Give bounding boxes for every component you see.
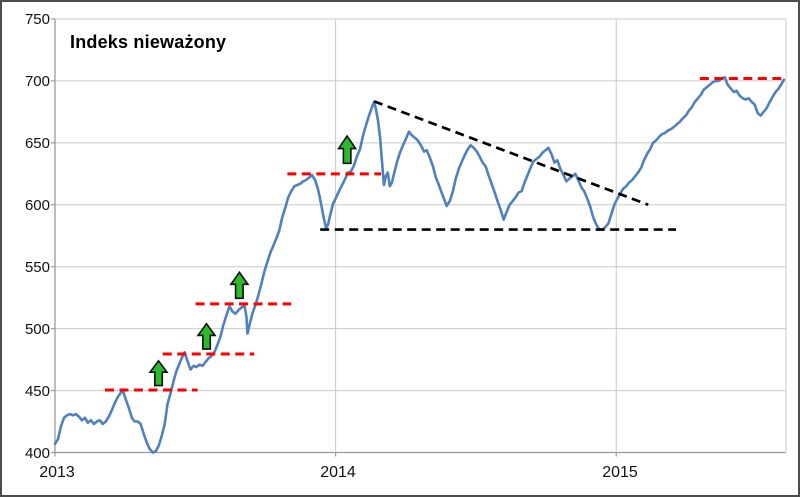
y-axis-label: 500	[24, 321, 50, 338]
up-arrow	[148, 359, 169, 387]
up-arrow	[229, 270, 250, 300]
x-axis-label: 2015	[602, 464, 638, 481]
y-axis-label: 450	[24, 383, 50, 400]
x-axis-label: 2013	[39, 464, 75, 481]
y-axis-label: 550	[24, 259, 50, 276]
y-axis-label: 750	[24, 11, 50, 28]
y-axis-label: 400	[24, 445, 50, 462]
index-series-line	[53, 75, 786, 454]
y-axis-label: 600	[24, 197, 50, 214]
y-axis-label: 650	[24, 135, 50, 152]
up-arrow	[196, 322, 217, 350]
chart-title: Indeks nieważony	[70, 32, 227, 52]
x-axis-label: 2014	[320, 464, 356, 481]
up-arrow	[337, 134, 358, 165]
trendline	[373, 100, 649, 207]
y-axis-label: 700	[24, 73, 50, 90]
